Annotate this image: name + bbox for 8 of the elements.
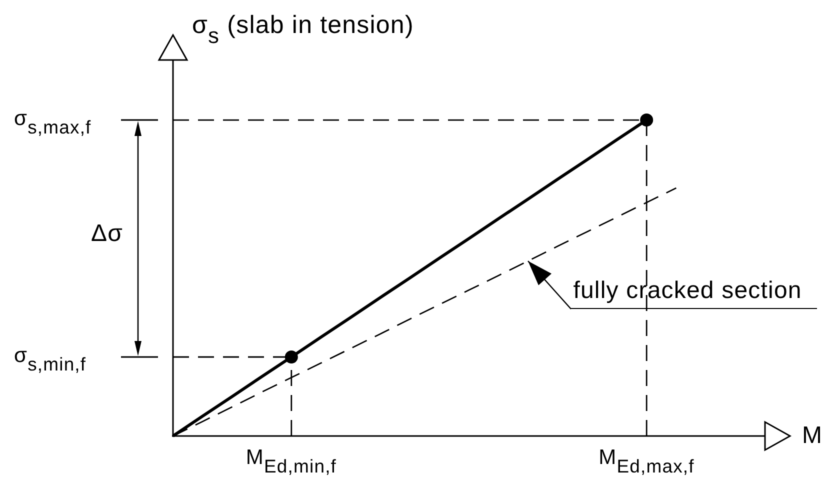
text: σ$_{s,min,f}$ xyxy=(14,344,86,374)
x-tick-label: M$_{Ed,max,f}$ xyxy=(598,446,694,476)
x-axis-title: M xyxy=(802,422,823,450)
x-tick-label: M$_{Ed,min,f}$ xyxy=(246,446,337,476)
y-axis-title: σ$_{s}$ (slab in tension) xyxy=(192,10,414,48)
text: Δσ xyxy=(91,220,124,248)
legend-label: fully cracked section xyxy=(571,276,818,310)
text: σ$_{s,max,f}$ xyxy=(14,107,92,138)
